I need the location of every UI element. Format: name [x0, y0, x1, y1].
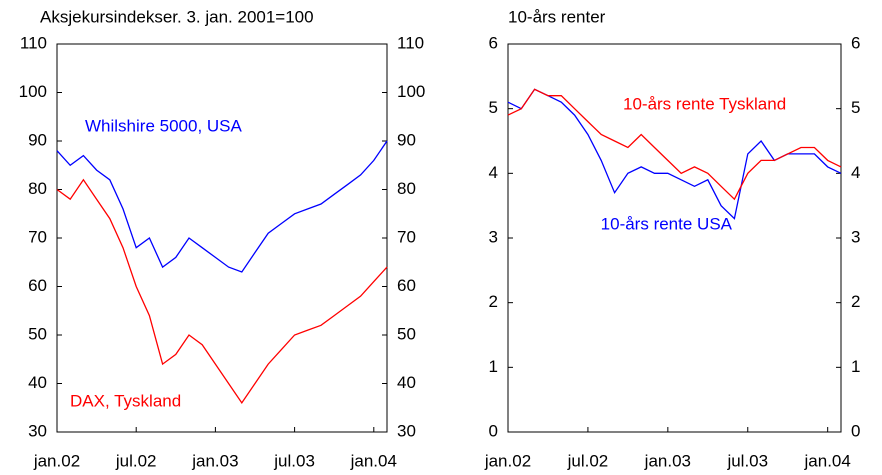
series-label: DAX, Tyskland	[70, 391, 181, 410]
y2-tick-label: 1	[851, 357, 860, 376]
series-line	[56, 178, 388, 405]
y2-tick-label: 3	[851, 227, 860, 246]
series-line	[507, 88, 842, 201]
y-tick-label: 30	[28, 421, 47, 440]
y2-tick-label: 5	[851, 98, 860, 117]
series-label: Whilshire 5000, USA	[85, 116, 243, 135]
series-label: 10-års rente Tyskland	[623, 94, 786, 113]
y-tick-label: 2	[489, 292, 498, 311]
series-line	[56, 140, 388, 273]
y2-tick-label: 2	[851, 292, 860, 311]
y-tick-label: 90	[28, 130, 47, 149]
y-tick-label: 5	[489, 98, 498, 117]
x-tick-label: jul.02	[567, 451, 609, 470]
x-tick-label: jan.02	[484, 451, 531, 470]
y2-tick-label: 6	[851, 33, 860, 52]
x-tick-label: jul.02	[115, 451, 157, 470]
x-tick-label: jul.03	[273, 451, 315, 470]
y2-tick-label: 40	[397, 373, 416, 392]
y2-tick-label: 0	[851, 421, 860, 440]
y2-tick-label: 30	[397, 421, 416, 440]
x-tick-label: jan.02	[33, 451, 80, 470]
y2-tick-label: 50	[397, 324, 416, 343]
y-tick-label: 4	[489, 163, 498, 182]
y2-tick-label: 70	[397, 227, 416, 246]
series-label: 10-års rente USA	[601, 214, 733, 233]
y2-tick-label: 100	[397, 82, 425, 101]
y-tick-label: 1	[489, 357, 498, 376]
y-tick-label: 0	[489, 421, 498, 440]
y2-tick-label: 80	[397, 179, 416, 198]
y-tick-label: 70	[28, 227, 47, 246]
x-tick-label: jan.03	[191, 451, 238, 470]
y-tick-label: 110	[20, 33, 47, 52]
y-tick-label: 100	[19, 82, 47, 101]
y-tick-label: 40	[28, 373, 47, 392]
chart-title: 10-års renter	[508, 7, 606, 26]
y-tick-label: 6	[489, 33, 498, 52]
x-tick-label: jul.03	[726, 451, 768, 470]
chart-title: Aksjekursindekser. 3. jan. 2001=100	[40, 7, 314, 26]
x-tick-label: jan.04	[804, 451, 851, 470]
y2-tick-label: 90	[397, 130, 416, 149]
x-tick-label: jan.04	[350, 451, 397, 470]
y2-tick-label: 110	[397, 33, 424, 52]
x-tick-label: jan.03	[644, 451, 691, 470]
y-tick-label: 50	[28, 324, 47, 343]
y-tick-label: 60	[28, 276, 47, 295]
y-tick-label: 3	[489, 227, 498, 246]
y2-tick-label: 60	[397, 276, 416, 295]
y-tick-label: 80	[28, 179, 47, 198]
y2-tick-label: 4	[851, 163, 860, 182]
